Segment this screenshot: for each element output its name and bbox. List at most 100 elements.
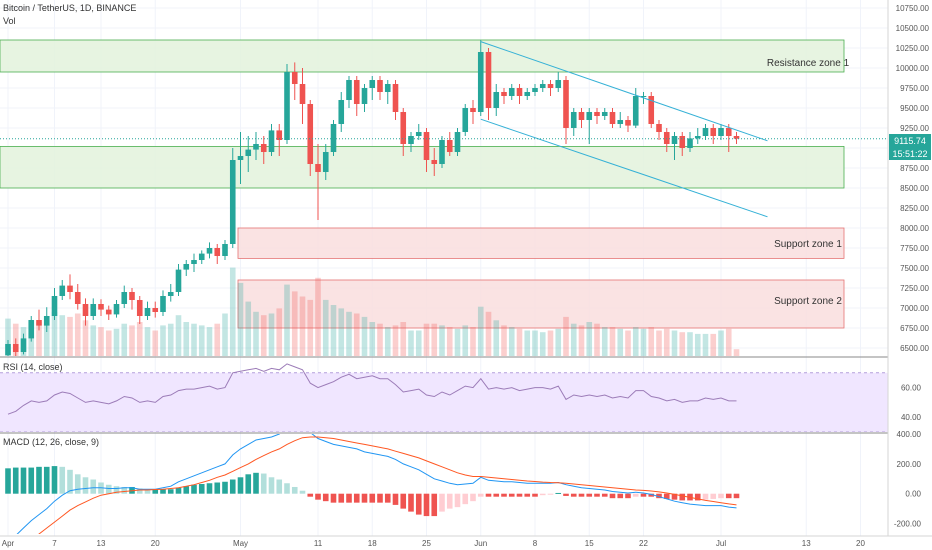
volume-bar [144, 327, 151, 356]
candle-body [90, 304, 97, 316]
candle-body [129, 292, 135, 300]
trendlines[interactable] [480, 41, 768, 218]
price-tick-label: 8500.00 [900, 184, 929, 193]
volume-bar [586, 322, 593, 356]
macd-histogram-bar [694, 493, 701, 501]
macd-histogram-bar [392, 493, 399, 505]
candle-body [245, 149, 252, 156]
macd-histogram-bar [268, 477, 275, 494]
volume-label: Vol [3, 16, 16, 26]
volume-bar [679, 332, 686, 356]
macd-histogram-bar [671, 493, 678, 500]
macd-histogram-bar [74, 474, 81, 494]
volume-bar [43, 323, 50, 356]
macd-histogram-bar [136, 488, 143, 494]
price-tick-label: 10250.00 [896, 44, 930, 53]
volume-bar [400, 322, 407, 356]
volume-bar [129, 325, 135, 356]
volume-bar [477, 306, 484, 356]
candle-body [555, 80, 562, 88]
candle-body [408, 136, 414, 144]
volume-bar [98, 327, 104, 356]
time-tick-label: Apr [2, 539, 15, 548]
rsi-label: RSI (14, close) [3, 362, 63, 372]
candle-body [113, 304, 120, 315]
macd-label: MACD (12, 26, close, 9) [3, 437, 99, 447]
volume-bar [663, 328, 670, 356]
macd-histogram-bar [733, 493, 740, 499]
macd-histogram-bar [384, 493, 391, 503]
volume-bar [555, 328, 562, 356]
macd-histogram-bar [446, 493, 453, 509]
candle-body [74, 292, 81, 304]
volume-bar [524, 330, 531, 356]
macd-histogram-bar [121, 486, 128, 494]
macd-histogram-bar [702, 493, 709, 500]
candle-body [229, 160, 236, 244]
candle-body [43, 316, 50, 326]
price-axis-bg[interactable] [888, 0, 932, 536]
volume-bar [160, 325, 166, 356]
volume-bar [59, 315, 66, 356]
macd-histogram-bar [423, 493, 430, 517]
macd-histogram-bar [67, 469, 73, 494]
price-pane[interactable] [0, 39, 888, 360]
candle-body [733, 136, 740, 139]
volume-bar [625, 330, 631, 356]
macd-histogram-bar [563, 493, 569, 496]
volume-bar [609, 327, 616, 356]
macd-histogram-bar [346, 493, 352, 503]
macd-histogram-bar [245, 474, 252, 494]
volume-bar [733, 349, 740, 356]
rsi-pane[interactable] [0, 363, 888, 432]
time-tick-label: Jul [716, 539, 726, 548]
macd-tick-label: 400.00 [897, 430, 922, 439]
last-price-badge [889, 134, 931, 147]
volume-bar [183, 322, 190, 356]
volume-bar [330, 305, 337, 356]
volume-bar [532, 330, 538, 356]
macd-histogram-bar [183, 486, 190, 494]
volume-bar [237, 282, 244, 356]
volume-bar [214, 323, 221, 356]
candle-body [632, 96, 639, 126]
time-tick-label: 20 [151, 539, 160, 548]
volume-bar [268, 313, 275, 356]
volume-bar [74, 313, 81, 356]
macd-histogram-bar [322, 493, 329, 502]
candle-body [144, 308, 151, 316]
candle-body [330, 124, 337, 152]
time-tick-label: 18 [368, 539, 377, 548]
time-tick-label: 13 [97, 539, 106, 548]
macd-histogram-bar [222, 481, 228, 494]
macd-pane[interactable] [5, 425, 740, 550]
volume-bar [563, 316, 569, 356]
volume-bar [570, 323, 577, 356]
macd-histogram-bar [229, 479, 236, 494]
candle-body [431, 160, 438, 164]
time-axis[interactable]: Apr 7 13 20 May 11 18 25 Jun 8 15 22 Jul 13 20 [2, 539, 866, 548]
macd-histogram-bar [477, 493, 484, 497]
volume-bar [175, 315, 182, 356]
volume-bar [307, 299, 314, 356]
candle-body [477, 52, 484, 112]
price-tick-label: 8000.00 [900, 224, 929, 233]
macd-histogram-bar [28, 467, 35, 494]
candle-body [82, 304, 89, 316]
macd-histogram-bar [299, 490, 306, 494]
macd-histogram-bar [508, 493, 515, 497]
candle-body [322, 152, 329, 172]
macd-histogram-bar [237, 477, 244, 494]
macd-histogram-bar [725, 493, 732, 499]
macd-histogram-bar [43, 466, 50, 494]
volume-bar [369, 322, 376, 356]
volume-bar [408, 330, 414, 356]
macd-histogram-bar [291, 486, 298, 494]
candle-body [175, 269, 182, 292]
candle-body [454, 132, 461, 152]
macd-histogram-bar [330, 493, 337, 503]
macd-histogram-bar [51, 466, 58, 494]
macd-histogram-bar [361, 493, 368, 503]
volume-bar [508, 327, 515, 356]
